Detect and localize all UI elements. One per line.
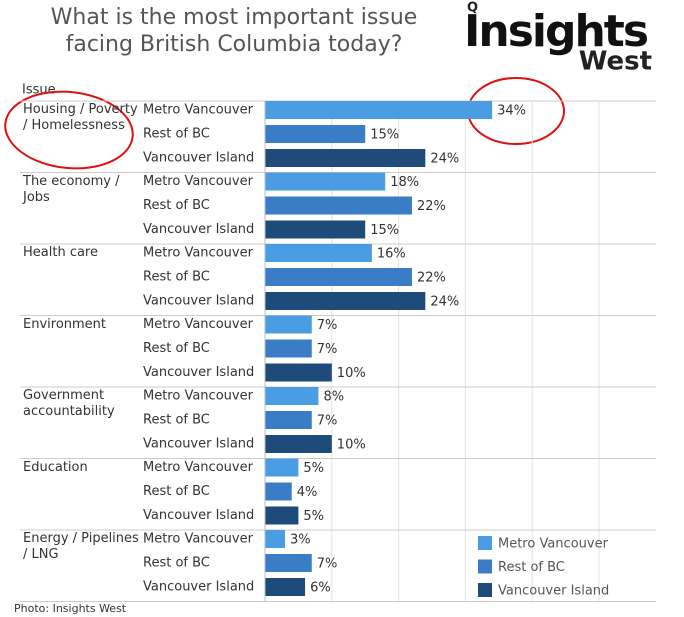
value-label: 15% (370, 128, 399, 143)
value-label: 8% (323, 390, 344, 405)
value-label: 7% (317, 414, 338, 429)
legend-label: Vancouver Island (498, 584, 609, 599)
series-row-label: Rest of BC (143, 198, 210, 213)
category-label: Government accountability (23, 388, 115, 419)
bar (265, 435, 332, 453)
value-label: 5% (303, 461, 324, 476)
annotation-circle (4, 90, 134, 170)
category-label: Health care (23, 245, 98, 260)
bar (265, 411, 312, 429)
bar (265, 339, 312, 358)
value-label: 24% (430, 295, 459, 310)
value-label: 5% (303, 509, 324, 524)
bar (265, 387, 319, 405)
bar (265, 172, 386, 191)
value-label: 18% (390, 175, 419, 190)
category-label: The economy / Jobs (23, 173, 120, 205)
chart-title: What is the most important issue facing … (50, 5, 418, 57)
legend-label: Rest of BC (498, 560, 565, 575)
value-label: 15% (370, 223, 399, 238)
legend-label: Metro Vancouver (498, 537, 609, 552)
bar (265, 482, 292, 501)
category-header: Issue (22, 83, 56, 98)
series-row-label: Rest of BC (143, 413, 210, 428)
bar (265, 530, 286, 548)
category-label: Housing / Poverty / Homelessness (23, 102, 138, 133)
bar (265, 458, 299, 477)
series-row-label: Metro Vancouver (143, 103, 254, 118)
series-row-label: Metro Vancouver (143, 532, 254, 547)
category-label: Environment (23, 316, 107, 332)
series-row-label: Vancouver Island (143, 222, 254, 237)
value-label: 10% (337, 438, 366, 453)
series-row-label: Vancouver Island (143, 580, 254, 595)
bar (265, 363, 332, 382)
category-label: Education (23, 459, 88, 475)
series-row-label: Rest of BC (143, 556, 210, 571)
value-label: 3% (290, 533, 311, 548)
category-label: Energy / Pipelines / LNG (23, 531, 139, 562)
legend-swatch (478, 583, 492, 597)
logo-name: Insights (464, 6, 648, 57)
bar (265, 554, 312, 572)
series-row-label: Vancouver Island (143, 294, 254, 309)
series-row-label: Vancouver Island (143, 365, 254, 380)
value-label: 4% (297, 485, 318, 500)
series-row-label: Rest of BC (143, 341, 210, 356)
value-label: 7% (317, 342, 338, 357)
bar (265, 125, 366, 143)
value-label: 7% (317, 557, 338, 572)
series-row-label: Metro Vancouver (143, 317, 254, 332)
series-row-label: Rest of BC (143, 127, 210, 142)
legend-swatch (478, 559, 492, 574)
value-label: 6% (310, 581, 331, 596)
bar (265, 196, 412, 215)
bar (265, 506, 299, 525)
photo-credit: Photo: Insights West (14, 602, 127, 615)
legend-swatch (478, 536, 492, 550)
series-row-label: Vancouver Island (143, 437, 254, 452)
value-label: 7% (317, 318, 338, 333)
bar (265, 292, 426, 310)
value-label: 10% (337, 366, 366, 381)
series-row-label: Metro Vancouver (143, 389, 254, 404)
logo-icon: Q (467, 1, 478, 16)
value-label: 34% (497, 104, 526, 119)
bar (265, 315, 312, 334)
series-row-label: Vancouver Island (143, 508, 254, 523)
series-row-label: Metro Vancouver (143, 246, 254, 261)
value-label: 22% (417, 271, 446, 286)
series-row-label: Rest of BC (143, 270, 210, 285)
bar (265, 220, 366, 239)
value-label: 16% (377, 247, 406, 262)
series-row-label: Vancouver Island (143, 151, 254, 166)
bar (265, 244, 372, 262)
logo-sub: West (579, 47, 652, 77)
bar (265, 268, 412, 286)
series-row-label: Rest of BC (143, 484, 210, 499)
bar (265, 101, 493, 119)
value-label: 22% (417, 199, 446, 214)
value-label: 24% (430, 152, 459, 167)
bar (265, 578, 306, 596)
series-row-label: Metro Vancouver (143, 460, 254, 475)
bar (265, 149, 426, 167)
series-row-label: Metro Vancouver (143, 174, 254, 189)
